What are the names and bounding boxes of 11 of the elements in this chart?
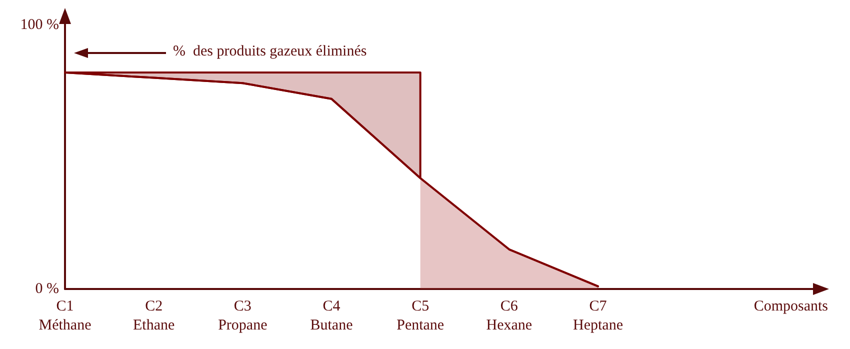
x-tick-label: C1 Méthane	[38, 298, 92, 334]
x-tick-label: C4 Butane	[310, 298, 354, 334]
x-tick-label: C7 Heptane	[573, 298, 624, 334]
annotation: % des produits gazeux éliminés	[173, 44, 367, 60]
x-tick-label: C5 Pentane	[396, 298, 444, 334]
text: Composants	[754, 298, 828, 314]
x-tick-label: C2 Ethane	[133, 298, 175, 334]
x-tick-label: C3 Propane	[218, 298, 268, 334]
y-tick-label: 100 %	[20, 17, 59, 33]
x-tick-label: C6 Hexane	[486, 298, 532, 334]
y-tick-label: 0 %	[35, 281, 59, 297]
